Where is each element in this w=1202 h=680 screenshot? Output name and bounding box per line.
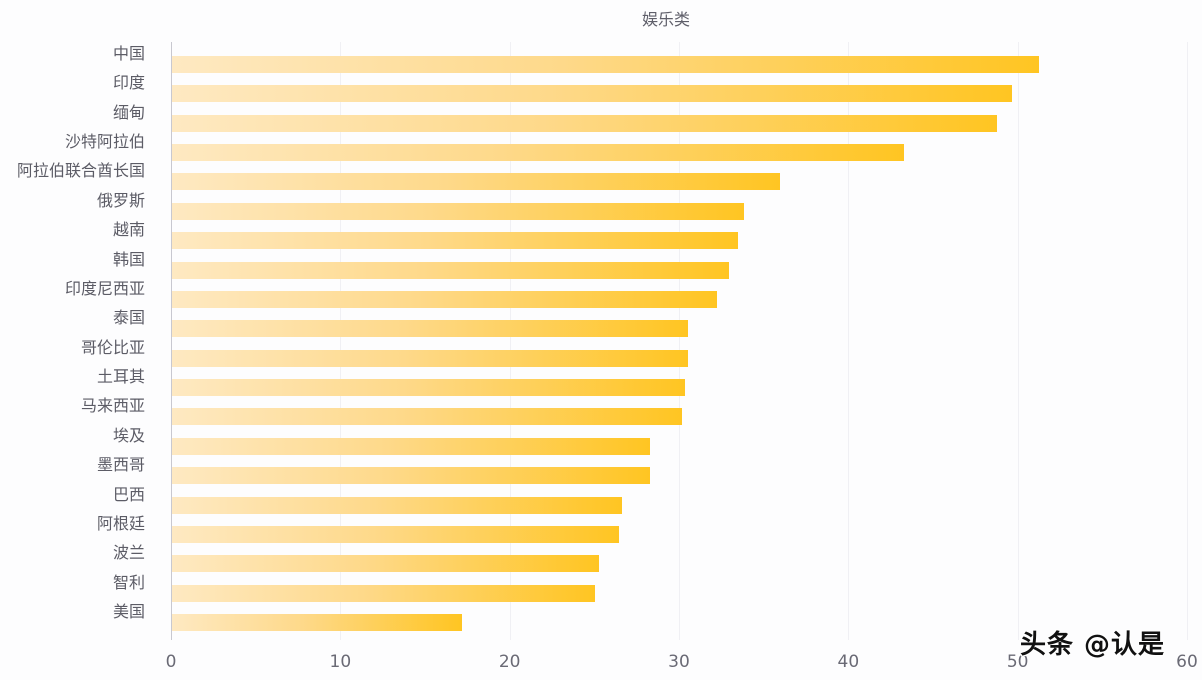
gridline [1187,42,1188,640]
y-category-label: 缅甸 [112,102,145,122]
gridline [340,42,342,640]
bar [172,614,462,632]
y-axis-line [171,42,172,640]
bar [172,290,718,308]
y-category-label: 越南 [112,220,145,240]
bar [172,437,650,455]
y-category-label: 印度尼西亚 [64,278,145,298]
y-category-label: 智利 [112,572,145,592]
bar [172,408,682,426]
x-tick-label: 0 [165,652,177,672]
y-category-label: 埃及 [112,425,145,445]
y-category-label: 俄罗斯 [96,190,145,210]
gridline [848,42,850,640]
gridline [679,42,680,640]
y-category-label: 马来西亚 [80,396,145,416]
bar [172,202,745,220]
bar [172,555,599,573]
x-tick-label: 60 [1176,652,1198,672]
y-category-label: 阿根廷 [96,513,145,533]
chart-title: 娱乐类 [641,10,690,29]
gridline [1017,42,1019,640]
bar [172,584,596,602]
bar [172,320,689,338]
x-tick-label: 50 [1006,652,1029,672]
x-tick-label: 40 [837,652,860,672]
bar [172,232,738,250]
bar [172,525,620,543]
bar [172,379,686,397]
x-tick-label: 10 [329,652,352,672]
bar [172,349,689,367]
x-tick-label: 30 [668,652,690,672]
y-category-label: 哥伦比亚 [80,337,145,357]
watermark: 头条 @认是 [1020,630,1166,660]
bar [172,114,997,132]
bar [172,261,730,279]
y-category-label: 阿拉伯联合酋长国 [16,161,145,181]
y-category-label: 印度 [112,73,145,93]
x-tick-label: 20 [498,652,521,672]
y-category-label: 波兰 [112,543,145,563]
y-category-label: 美国 [112,602,145,622]
y-category-label: 韩国 [112,249,145,269]
y-category-label: 沙特阿拉伯 [64,132,145,152]
y-category-label: 泰国 [112,308,145,328]
bar [172,496,623,514]
bar [172,173,780,191]
bar [172,467,650,485]
y-category-label: 中国 [112,44,145,63]
plot-area [171,42,1188,640]
y-category-label: 土耳其 [96,367,145,387]
gridline [509,42,511,640]
y-category-label: 巴西 [112,484,145,504]
y-category-label: 墨西哥 [96,455,145,475]
bar [172,144,904,162]
bar [172,85,1012,103]
bar [172,56,1039,73]
